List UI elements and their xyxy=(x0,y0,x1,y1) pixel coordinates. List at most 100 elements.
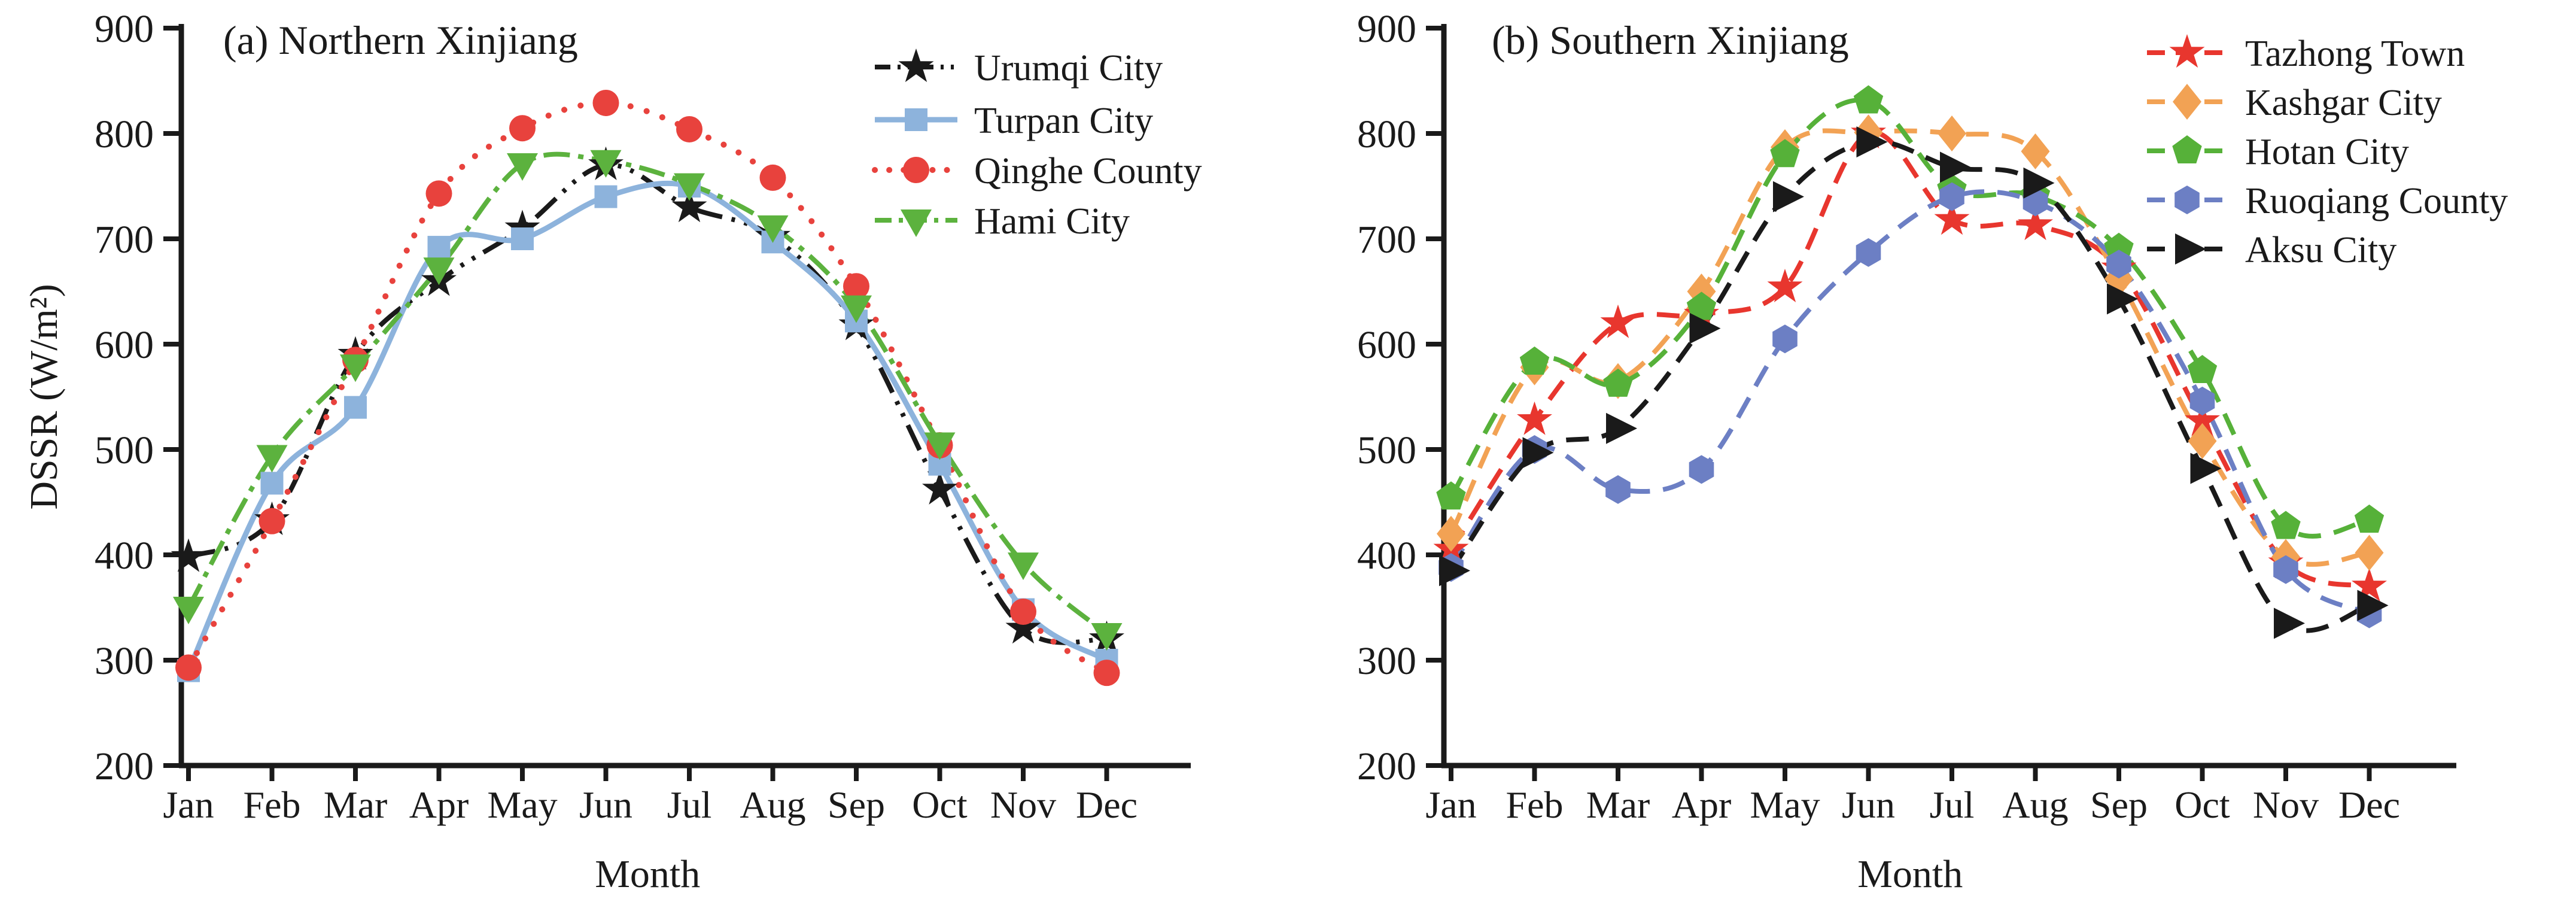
x-tick-label: Apr xyxy=(1672,783,1732,826)
marker-urumqi-city-may xyxy=(504,209,540,244)
marker-hami-city-aug xyxy=(757,215,789,243)
marker-aksu-city-apr xyxy=(1689,312,1721,344)
y-tick-label: 800 xyxy=(95,113,154,156)
marker-qinghe-county-nov xyxy=(1010,599,1036,625)
marker-aksu-city-aug xyxy=(2023,167,2055,199)
marker-hami-city-jun xyxy=(590,150,622,178)
legend-item-hotan-city: Hotan City xyxy=(2147,132,2409,172)
legend-label: Aksu City xyxy=(2245,230,2396,271)
marker-hami-city-mar xyxy=(340,354,371,382)
marker-qinghe-county-dec xyxy=(1093,660,1120,687)
legend-item-tazhong-town: Tazhong Town xyxy=(2147,34,2465,74)
panel-b: 200 300 400 500 600 700 800 900 Jan Feb Mar Apr May J… xyxy=(1357,7,2508,896)
marker-kashgar-city-aug xyxy=(2021,133,2050,169)
x-tick-label: Dec xyxy=(1076,783,1138,826)
marker-aksu-city-nov xyxy=(2274,608,2305,639)
x-tick-label: Mar xyxy=(1586,783,1650,826)
marker-qinghe-county-feb xyxy=(258,508,285,534)
legend-label: Ruoqiang County xyxy=(2245,181,2508,221)
x-tick-label: Jul xyxy=(1930,783,1975,826)
legend-marker-triangle-right-icon xyxy=(2175,233,2206,265)
legend-label: Urumqi City xyxy=(974,48,1163,89)
y-tick-label: 600 xyxy=(95,323,154,367)
marker-hotan-city-dec xyxy=(2354,504,2385,533)
legend-marker-circle-icon xyxy=(903,157,929,183)
legend-item-turpan-city: Turpan City xyxy=(875,101,1153,141)
y-tick-label: 800 xyxy=(1357,113,1416,156)
legend-label: Tazhong Town xyxy=(2245,34,2465,74)
marker-hotan-city-jan xyxy=(1436,481,1466,510)
y-tick-label: 300 xyxy=(95,639,154,683)
marker-hotan-city-feb xyxy=(1519,346,1550,375)
legend-label: Qinghe County xyxy=(974,151,1202,192)
marker-aksu-city-jul xyxy=(1940,151,1971,183)
legend-item-hami-city: Hami City xyxy=(875,201,1130,242)
marker-urumqi-city-jan xyxy=(171,538,206,572)
y-tick-label: 400 xyxy=(1357,534,1416,578)
legend-label: Hami City xyxy=(974,201,1130,242)
x-axis-label: Month xyxy=(595,852,700,896)
marker-hami-city-nov xyxy=(1008,552,1039,581)
marker-turpan-city-may xyxy=(511,227,534,250)
x-tick-label: Aug xyxy=(740,783,805,826)
marker-ruoqiang-county-nov xyxy=(2273,555,2298,584)
x-tick-label: Nov xyxy=(990,783,1056,826)
y-tick-label: 200 xyxy=(95,745,154,788)
panel-title: (b) Southern Xinjiang xyxy=(1492,17,1849,63)
series-line-aksu-city xyxy=(1449,139,2370,633)
legend-marker-square-icon xyxy=(905,108,927,131)
marker-ruoqiang-county-may xyxy=(1772,324,1798,354)
marker-qinghe-county-aug xyxy=(759,164,786,191)
legend-item-kashgar-city: Kashgar City xyxy=(2147,83,2442,123)
series-line-urumqi-city xyxy=(187,162,1107,645)
y-tick-label: 900 xyxy=(1357,7,1416,51)
x-tick-label: May xyxy=(487,783,557,826)
x-tick-label: Nov xyxy=(2253,783,2319,826)
y-tick-label: 300 xyxy=(1357,639,1416,683)
marker-aksu-city-jan xyxy=(1439,555,1470,587)
x-tick-label: Feb xyxy=(244,783,301,826)
marker-hami-city-feb xyxy=(256,445,288,473)
y-tick-label: 700 xyxy=(1357,218,1416,262)
legend-item-ruoqiang-county: Ruoqiang County xyxy=(2147,181,2508,221)
marker-ruoqiang-county-jul xyxy=(1939,182,1964,211)
marker-qinghe-county-jan xyxy=(175,654,202,681)
marker-hotan-city-may xyxy=(1770,139,1800,168)
marker-kashgar-city-oct xyxy=(2188,423,2217,459)
marker-aksu-city-mar xyxy=(1606,412,1637,444)
y-tick-label: 700 xyxy=(95,218,154,262)
series-line-hotan-city xyxy=(1449,98,2370,539)
x-tick-label: Oct xyxy=(912,783,968,826)
marker-hami-city-may xyxy=(507,153,538,181)
marker-hami-city-dec xyxy=(1091,623,1123,651)
marker-hotan-city-jun xyxy=(1853,85,1884,114)
marker-hami-city-jan xyxy=(173,597,204,624)
panel-title: (a) Northern Xinjiang xyxy=(223,17,578,63)
x-axis-label: Month xyxy=(1857,852,1963,896)
y-tick-label: 200 xyxy=(1357,745,1416,788)
legend-item-qinghe-county: Qinghe County xyxy=(872,151,1202,192)
series-line-hami-city xyxy=(186,151,1109,636)
series-line-tazhong-town xyxy=(1449,130,2370,589)
legend-b: Tazhong Town Kashgar City Hotan City Ruoqia… xyxy=(2147,34,2508,271)
marker-urumqi-city-oct xyxy=(922,470,957,505)
marker-qinghe-county-apr xyxy=(425,180,452,207)
marker-qinghe-county-jun xyxy=(592,89,619,116)
marker-ruoqiang-county-oct xyxy=(2189,387,2215,415)
marker-hotan-city-oct xyxy=(2187,355,2218,383)
y-tick-label: 600 xyxy=(1357,323,1416,367)
marker-aksu-city-jun xyxy=(1856,126,1888,158)
x-tick-label: Mar xyxy=(324,783,388,826)
marker-kashgar-city-dec xyxy=(2355,534,2384,571)
legend-marker-hexagon-icon xyxy=(2174,186,2200,214)
marker-hami-city-apr xyxy=(423,257,455,286)
x-tick-label: May xyxy=(1750,783,1820,826)
series-line-kashgar-city xyxy=(1449,128,2370,567)
marker-hotan-city-mar xyxy=(1603,368,1633,397)
marker-tazhong-town-jul xyxy=(1934,201,1970,235)
legend-label: Turpan City xyxy=(974,101,1153,141)
marker-aksu-city-oct xyxy=(2190,452,2222,484)
marker-turpan-city-mar xyxy=(344,396,367,419)
marker-hotan-city-nov xyxy=(2271,511,2301,539)
